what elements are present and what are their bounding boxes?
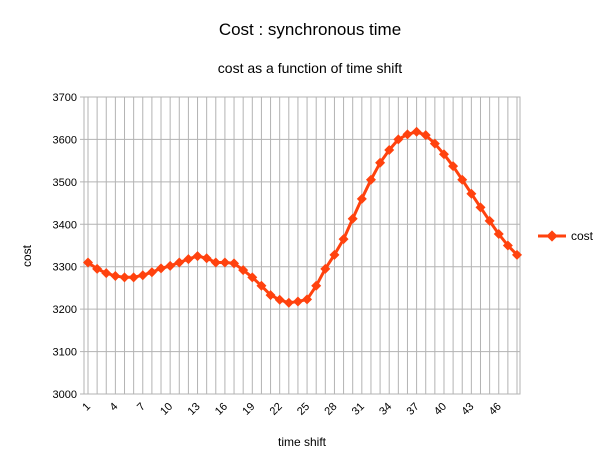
data-point xyxy=(83,257,93,268)
data-point xyxy=(493,229,504,240)
x-axis-title: time shift xyxy=(278,435,327,449)
x-tick-label: 25 xyxy=(295,401,312,418)
data-point xyxy=(457,174,468,185)
data-point xyxy=(283,297,294,308)
data-point xyxy=(183,254,194,265)
data-point xyxy=(402,129,413,140)
gridlines xyxy=(80,96,520,395)
data-point xyxy=(420,130,431,141)
data-point xyxy=(274,294,285,305)
x-tick-label: 34 xyxy=(377,401,394,418)
data-point xyxy=(165,260,176,271)
data-point xyxy=(247,272,258,283)
data-point xyxy=(302,294,313,305)
x-tick-labels: 1 4 7 10 13 16 19 22 25 28 31 34 37 40 43 46 xyxy=(80,401,504,418)
x-tick-label: 37 xyxy=(405,401,422,418)
data-point xyxy=(174,257,185,268)
data-point xyxy=(475,202,486,213)
data-point xyxy=(210,257,221,268)
x-tick-label: 43 xyxy=(459,401,476,418)
data-point xyxy=(119,272,130,283)
legend-swatch-marker xyxy=(546,230,558,242)
y-axis-title: cost xyxy=(20,244,34,267)
y-tick-label: 3300 xyxy=(53,262,77,274)
data-point xyxy=(128,272,139,283)
data-point xyxy=(393,134,404,145)
data-point xyxy=(347,213,358,224)
x-tick-label: 31 xyxy=(350,401,367,418)
data-point xyxy=(292,296,303,307)
x-tick-label: 19 xyxy=(240,401,257,418)
y-tick-labels: 3000 3100 3200 3300 3400 3500 3600 3700 xyxy=(53,92,77,401)
data-point xyxy=(375,157,386,168)
data-point xyxy=(320,263,331,274)
x-tick-label: 46 xyxy=(487,401,504,418)
data-point xyxy=(110,271,121,282)
y-tick-label: 3700 xyxy=(53,92,77,104)
data-point xyxy=(256,280,267,291)
series-cost xyxy=(83,126,522,308)
x-tick-label: 10 xyxy=(158,401,175,418)
y-tick-label: 3600 xyxy=(53,134,77,146)
legend: cost xyxy=(538,229,594,243)
x-tick-label: 1 xyxy=(80,401,93,414)
data-point xyxy=(484,215,495,226)
data-point xyxy=(448,161,459,172)
x-tick-label: 7 xyxy=(135,401,148,414)
data-point xyxy=(146,267,157,278)
data-point xyxy=(192,251,203,262)
data-point xyxy=(201,253,212,264)
chart-title: Cost : synchronous time xyxy=(219,20,401,39)
data-point xyxy=(238,265,249,276)
data-point xyxy=(411,126,422,137)
data-point xyxy=(92,263,103,274)
data-point xyxy=(101,268,112,279)
data-point xyxy=(356,193,367,204)
x-tick-label: 16 xyxy=(213,401,230,418)
y-tick-label: 3100 xyxy=(53,347,77,359)
data-point xyxy=(265,290,276,301)
y-tick-label: 3200 xyxy=(53,304,77,316)
data-point xyxy=(365,174,376,185)
data-point xyxy=(219,257,230,268)
x-tick-label: 4 xyxy=(108,401,121,414)
data-point xyxy=(502,240,513,251)
legend-label: cost xyxy=(571,229,594,243)
y-tick-label: 3000 xyxy=(53,389,77,401)
x-tick-label: 22 xyxy=(268,401,285,418)
data-point xyxy=(384,145,395,156)
chart-subtitle: cost as a function of time shift xyxy=(218,60,403,76)
data-point xyxy=(229,258,240,269)
data-point xyxy=(311,280,322,291)
x-tick-label: 13 xyxy=(186,401,203,418)
data-point xyxy=(512,249,522,260)
data-point xyxy=(156,263,167,274)
data-point xyxy=(429,138,440,149)
data-point xyxy=(137,270,148,281)
x-tick-label: 40 xyxy=(432,401,449,418)
y-tick-label: 3500 xyxy=(53,177,77,189)
y-tick-label: 3400 xyxy=(53,219,77,231)
data-point xyxy=(466,188,477,199)
data-point xyxy=(329,249,340,260)
data-point xyxy=(438,149,449,160)
x-tick-label: 28 xyxy=(322,401,339,418)
data-point xyxy=(338,234,349,245)
plot-area-border xyxy=(83,96,521,395)
